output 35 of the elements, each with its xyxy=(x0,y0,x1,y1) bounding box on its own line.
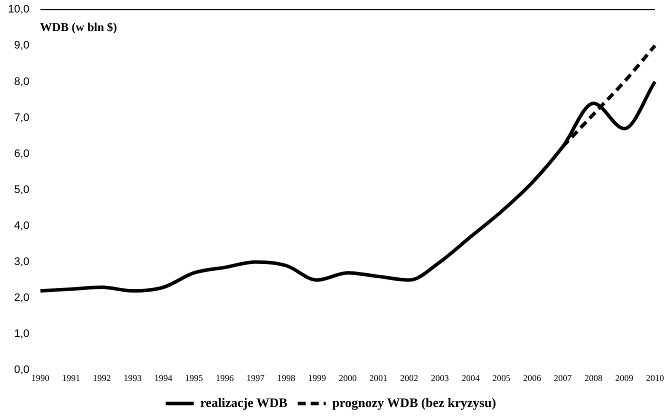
y-axis-title: WDB (w bln $) xyxy=(40,20,118,35)
legend-label: realizacje WDB xyxy=(200,394,288,410)
x-tick-label: 2008 xyxy=(584,372,604,383)
x-tick-label: 1991 xyxy=(62,372,80,383)
y-tick-label: 0,0 xyxy=(14,364,30,376)
y-tick-label: 5,0 xyxy=(14,184,30,196)
y-tick-label: 6,0 xyxy=(14,148,30,160)
x-tick-label: 2009 xyxy=(615,372,634,383)
x-tick-label: 2003 xyxy=(430,372,450,383)
x-tick-label: 1992 xyxy=(92,372,111,383)
x-tick-label: 1996 xyxy=(216,372,234,383)
x-tick-label: 2004 xyxy=(462,372,480,383)
x-tick-label: 2001 xyxy=(369,372,388,383)
x-tick-label: 1998 xyxy=(277,372,296,383)
x-tick-label: 1995 xyxy=(185,372,204,383)
x-tick-label: 2002 xyxy=(400,372,418,383)
x-tick-label: 2007 xyxy=(554,372,572,383)
x-tick-label: 2006 xyxy=(523,372,542,383)
y-tick-label: 2,0 xyxy=(14,292,30,304)
x-tick-label: 1997 xyxy=(246,372,266,383)
x-tick-label: 1994 xyxy=(154,372,173,383)
y-tick-label: 7,0 xyxy=(14,112,30,124)
x-tick-label: 2000 xyxy=(338,372,358,383)
x-tick-label: 2010 xyxy=(646,372,664,383)
y-tick-label: 3,0 xyxy=(14,256,30,268)
y-tick-label: 8,0 xyxy=(14,76,30,88)
legend-label: prognozy WDB (bez kryzysu) xyxy=(332,394,496,410)
y-tick-label: 1,0 xyxy=(14,328,30,340)
y-tick-label: 9,0 xyxy=(14,40,30,52)
y-tick-label: 4,0 xyxy=(14,220,30,232)
x-tick-label: 2005 xyxy=(492,372,511,383)
x-tick-label: 1999 xyxy=(308,372,326,383)
x-tick-label: 1993 xyxy=(124,372,142,383)
x-tick-label: 1990 xyxy=(31,372,50,383)
y-tick-label: 10,0 xyxy=(8,4,30,16)
